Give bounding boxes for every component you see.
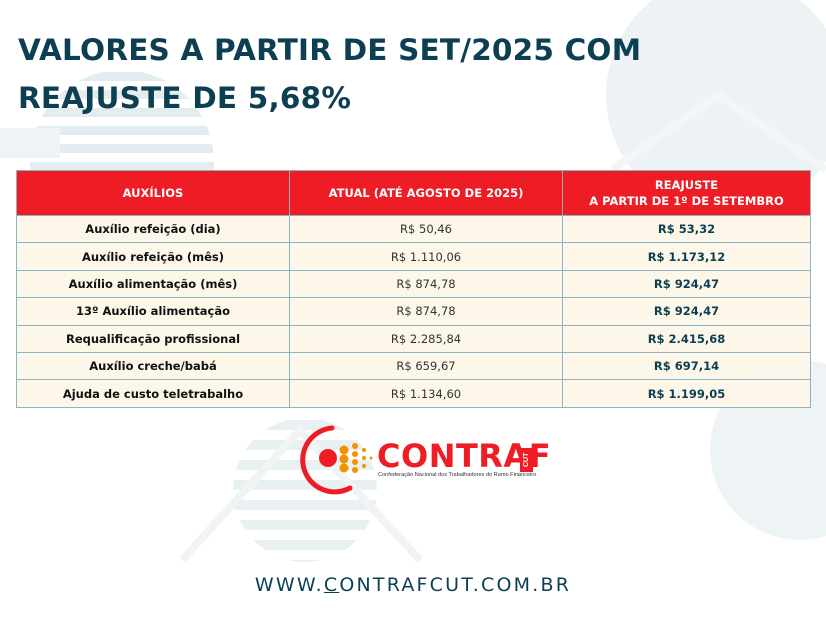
current-value: R$ 659,67 [289,351,563,381]
table-row: Auxílio creche/babá R$ 659,67 R$ 697,14 [16,351,811,381]
new-value: R$ 924,47 [562,269,811,299]
bg-triangle-bottom [179,424,423,563]
logo-dot-big [319,449,337,467]
benefit-name: Auxílio refeição (dia) [16,214,290,244]
benefit-name: Auxílio refeição (mês) [16,242,290,271]
current-value: R$ 1.110,06 [289,242,563,271]
benefit-name: 13º Auxílio alimentação [16,297,290,326]
table-row: Requalificação profissional R$ 2.285,84 … [16,324,811,353]
bg-striped-circle-bottom [233,418,377,562]
website-underlined-letter: C [323,574,340,596]
benefits-table: AUXÍLIOS ATUAL (ATÉ AGOSTO DE 2025) REAJ… [16,170,811,408]
website-rest: ONTRAFCUT.COM.BR [339,574,572,596]
logo-subtitle: Confederação Nacional dos Trabalhadores … [378,472,537,478]
table-header-row: AUXÍLIOS ATUAL (ATÉ AGOSTO DE 2025) REAJ… [16,170,811,216]
current-value: R$ 874,78 [289,269,563,299]
bg-band-left [0,128,60,158]
benefit-name: Auxílio creche/babá [16,351,290,381]
bg-triangle-line [609,90,826,174]
current-value: R$ 1.134,60 [289,379,563,408]
table-row: Auxílio refeição (mês) R$ 1.110,06 R$ 1.… [16,242,811,271]
bg-circle-top-right [606,0,826,215]
new-value: R$ 1.199,05 [562,379,811,408]
table-row: Ajuda de custo teletrabalho R$ 1.134,60 … [16,379,811,408]
title-line-2: REAJUSTE DE 5,68% [18,81,352,115]
current-value: R$ 50,46 [289,214,563,244]
website-prefix: WWW. [254,574,324,596]
header-reajuste-line-1: REAJUSTE [654,178,719,192]
new-value: R$ 1.173,12 [562,242,811,271]
header-auxilios: AUXÍLIOS [16,170,290,216]
table-row: 13º Auxílio alimentação R$ 874,78 R$ 924… [16,297,811,326]
new-value: R$ 697,14 [562,351,811,381]
table-row: Auxílio alimentação (mês) R$ 874,78 R$ 9… [16,269,811,299]
benefit-name: Requalificação profissional [16,324,290,353]
benefit-name: Ajuda de custo teletrabalho [16,379,290,408]
current-value: R$ 874,78 [289,297,563,326]
logo-cut-badge: CUT [520,448,533,472]
benefit-name: Auxílio alimentação (mês) [16,269,290,299]
new-value: R$ 53,32 [562,214,811,244]
table-row: Auxílio refeição (dia) R$ 50,46 R$ 53,32 [16,214,811,244]
logo-red-arc-icon [300,425,353,495]
new-value: R$ 924,47 [562,297,811,326]
website-link[interactable]: WWW.CONTRAFCUT.COM.BR [0,574,826,596]
header-atual: ATUAL (ATÉ AGOSTO DE 2025) [289,170,563,216]
page-title: VALORES A PARTIR DE SET/2025 COM REAJUST… [18,26,641,122]
title-line-1: VALORES A PARTIR DE SET/2025 COM [18,33,642,67]
header-reajuste-line-2: A PARTIR DE 1º DE SETEMBRO [589,194,784,208]
new-value: R$ 2.415,68 [562,324,811,353]
current-value: R$ 2.285,84 [289,324,563,353]
header-reajuste: REAJUSTE A PARTIR DE 1º DE SETEMBRO [562,170,811,216]
contraf-logo-mark [300,425,373,495]
